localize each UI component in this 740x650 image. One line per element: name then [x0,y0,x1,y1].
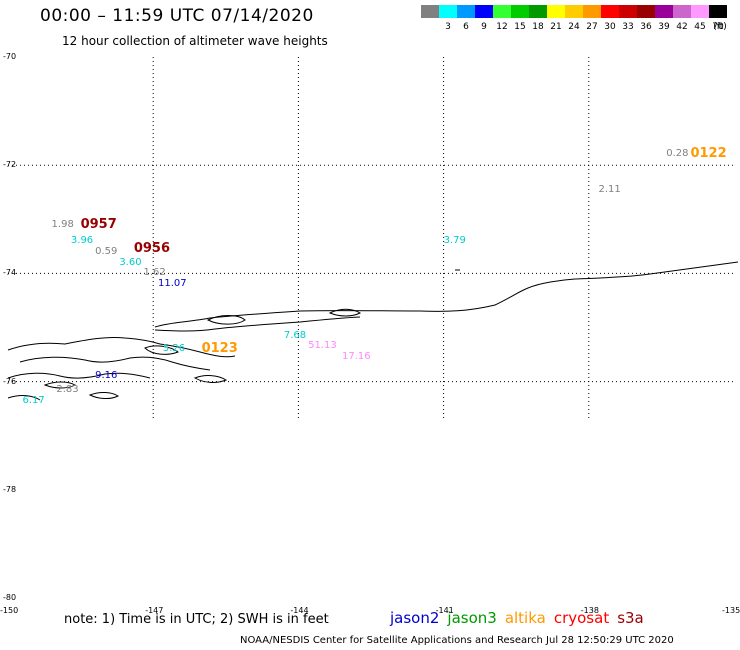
colorbar-label: 18 [532,22,544,32]
colorbar-label: 30 [604,22,616,32]
colorbar-swatch [655,5,673,18]
colorbar-label: 6 [463,22,469,32]
satellite-legend: jason2 jason3 altika cryosat s3a [390,609,652,627]
colorbar-swatch [619,5,637,18]
coast-island-4 [144,345,180,355]
colorbar-swatch [691,5,709,18]
colorbar-swatch [583,5,601,18]
wave-height-value: 6.17 [22,394,45,406]
colorbar-label: 70 [712,22,724,32]
latitude-label: -76 [3,376,17,386]
wave-height-value: 1.98 [51,218,74,230]
pass-time-label: 0956 [133,241,171,257]
colorbar-label: 45 [694,22,706,32]
latitude-label: -80 [3,593,17,602]
colorbar-label: 42 [676,22,688,32]
colorbar-swatch [565,5,583,18]
colorbar-unit: (ft) [713,22,727,32]
coast-island-2 [328,308,362,317]
pass-time-label: 0957 [80,216,117,232]
wave-height-value: 11.07 [158,278,187,290]
wave-height-value: 3.79 [443,234,466,246]
coast-island-9 [7,395,41,401]
wave-height-value: 2.11 [598,183,621,195]
coast-island-8 [193,375,228,383]
colorbar-swatch [439,5,457,18]
graticule [8,57,734,420]
coast-inner-1 [154,316,361,332]
wave-height-value: 5.26 [162,343,186,355]
colorbar-swatch [547,5,565,18]
coastline [7,261,739,401]
latitude-label: -70 [3,52,17,61]
footer-credit: NOAA/NESDIS Center for Satellite Applica… [240,635,674,646]
wave-height-value: 0.28 [666,148,689,160]
longitude-label: -141 [435,606,454,615]
colorbar-label: 3 [445,22,451,32]
longitude-label: -147 [145,606,164,615]
colorbar-swatch [511,5,529,18]
colorbar-swatch [493,5,511,18]
longitude-label: -150 [0,606,19,615]
colorbar-label: 33 [622,22,634,32]
coast-island-1 [206,315,246,325]
legend-item-s3a: s3a [617,609,644,627]
wave-height-value: 3.96 [70,234,94,246]
colorbar-label: 9 [481,22,487,32]
colorbar-swatch [637,5,655,18]
wave-height-value: 9.16 [95,370,118,382]
latitude-label: -78 [3,484,17,494]
ice-shelf-coastline [154,261,739,328]
wave-height-value: 17.16 [341,351,371,363]
coast-island-5 [7,372,151,379]
longitude-label: -135 [722,606,740,615]
latitude-label: -74 [3,268,17,278]
colorbar-swatch [673,5,691,18]
wave-height-value: 1.62 [143,267,166,279]
legend-item-altika: altika [504,609,546,627]
longitude-label: -144 [290,606,309,615]
colorbar-label: 21 [550,22,562,32]
coast-island-7 [88,392,119,399]
colorbar-label: 24 [568,22,580,32]
map-subtitle: 12 hour collection of altimeter wave hei… [62,34,328,48]
longitude-label: -138 [580,606,599,615]
colorbar-swatch [709,5,727,18]
map-title: 00:00 – 11:59 UTC 07/14/2020 [40,6,314,26]
coast-shelf-west [7,337,236,358]
colorbar-label: 15 [514,22,526,32]
wave-height-value: 7.68 [283,329,307,341]
wave-height-value: 51.13 [308,340,337,352]
colorbar-swatch [529,5,547,18]
colorbar-swatch [475,5,493,18]
coast-island-6 [43,381,77,389]
legend-item-jason3: jason3 [447,609,497,627]
pass-time-label: 0122 [690,146,727,162]
colorbar-swatch [601,5,619,18]
coast-island-3 [19,356,211,371]
wave-height-value: 3.60 [119,256,142,268]
pass-time-label: 0123 [201,341,238,357]
colorbar-label: 39 [658,22,670,32]
colorbar-label: 36 [640,22,652,32]
legend-item-jason2: jason2 [390,609,440,627]
wave-height-value: 0.59 [95,245,118,257]
wave-height-value: 2.83 [56,383,79,395]
latitude-label: -72 [3,160,17,170]
footer-note: note: 1) Time is in UTC; 2) SWH is in fe… [64,612,329,627]
colorbar-label: 12 [496,22,508,32]
colorbar-swatch [421,5,439,18]
legend-item-cryosat: cryosat [553,609,610,627]
colorbar-swatch [457,5,475,18]
colorbar-label: 27 [586,22,598,32]
